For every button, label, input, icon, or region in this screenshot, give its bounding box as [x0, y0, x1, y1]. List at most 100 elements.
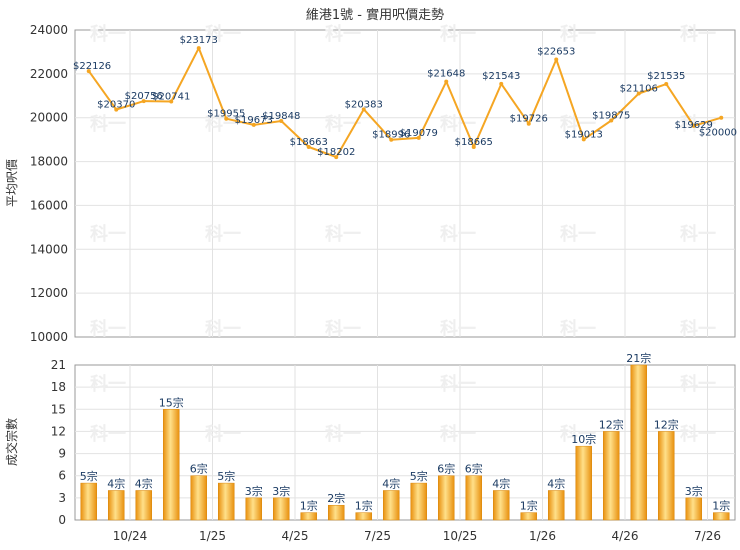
volume-bar-label: 12宗 [654, 417, 679, 431]
price-y-tick-label: 16000 [30, 198, 68, 212]
watermark-text: 科一 [680, 373, 716, 395]
volume-y-tick-label: 21 [51, 358, 66, 372]
volume-bar-label: 15宗 [159, 395, 184, 409]
watermark-text: 科一 [90, 23, 126, 45]
price-point-label: $18202 [317, 147, 355, 158]
volume-y-tick-label: 18 [51, 380, 66, 394]
price-point [664, 82, 669, 87]
watermark-text: 科一 [325, 423, 361, 445]
watermark-text: 科一 [90, 318, 126, 340]
watermark-text: 科一 [205, 318, 241, 340]
price-point-label: $19955 [207, 109, 245, 120]
watermark-text: 科一 [205, 423, 241, 445]
volume-bar-label: 21宗 [626, 351, 651, 365]
volume-bar-label: 1宗 [712, 499, 730, 513]
volume-bar-label: 4宗 [492, 476, 510, 490]
price-point-label: $21106 [620, 83, 658, 94]
volume-y-tick-labels: 0 3 6 9 12 15 18 21 [51, 358, 66, 527]
volume-bar [218, 482, 235, 521]
price-point [636, 91, 641, 96]
volume-bar [630, 364, 647, 521]
volume-bar-label: 4宗 [107, 476, 125, 490]
volume-bar [190, 475, 207, 521]
volume-bar-label: 6宗 [465, 462, 483, 476]
price-point-labels: $22126$20370$20756$20741$23173$19955$196… [73, 35, 737, 158]
price-series [86, 46, 724, 160]
price-point-label: $20000 [699, 128, 737, 139]
price-point [499, 81, 504, 86]
price-point-label: $18996 [372, 130, 410, 141]
price-point-label: $20756 [125, 91, 163, 102]
volume-y-axis-label: 成交宗數 [4, 418, 19, 466]
price-point-label: $19726 [510, 114, 548, 125]
price-point-label: $18665 [455, 137, 493, 148]
watermark-text: 科一 [205, 113, 241, 135]
volume-y-tick-label: 9 [58, 447, 66, 461]
price-line [87, 47, 722, 159]
price-y-tick-label: 12000 [30, 286, 68, 300]
volume-bar-label: 1宗 [520, 499, 538, 513]
price-point-label: $20370 [97, 100, 135, 111]
price-point-label: $19629 [675, 120, 713, 131]
price-point [416, 135, 421, 140]
watermark-text: 科一 [205, 223, 241, 245]
volume-x-tick-label: 10/24 [113, 529, 148, 543]
volume-bar-label: 4宗 [135, 476, 153, 490]
volume-bar [80, 482, 97, 521]
volume-plot-frame [74, 364, 736, 521]
price-point [691, 123, 696, 128]
volume-x-tick-label: 1/25 [199, 529, 226, 543]
price-point-label: $21543 [482, 71, 520, 82]
watermark-text: 科一 [440, 423, 476, 445]
price-point-label: $19079 [400, 128, 438, 139]
price-point [719, 115, 724, 120]
price-point-label: $19875 [592, 110, 630, 121]
volume-bar [713, 512, 730, 521]
volume-x-tick-label: 4/26 [612, 529, 639, 543]
price-point [471, 144, 476, 149]
price-y-tick-labels: 10000 12000 14000 16000 18000 20000 22000 24000 [30, 23, 68, 344]
price-point-label: $20741 [152, 91, 190, 102]
price-point [279, 119, 284, 124]
volume-bar-label: 5宗 [410, 469, 428, 483]
watermark-text: 科一 [440, 223, 476, 245]
watermark-text: 科一 [205, 23, 241, 45]
volume-series [80, 364, 730, 521]
price-point [334, 155, 339, 160]
volume-bar [575, 445, 592, 521]
volume-bar [493, 490, 510, 521]
price-point [224, 116, 229, 121]
price-point-label: $20383 [345, 99, 383, 110]
volume-y-tick-label: 6 [58, 469, 66, 483]
volume-bar [383, 490, 400, 521]
price-point-label: $22126 [73, 61, 111, 72]
volume-bar [685, 497, 702, 521]
watermark-text: 科一 [440, 113, 476, 135]
price-y-tick-label: 18000 [30, 155, 68, 169]
volume-bar [548, 490, 565, 521]
price-point-label: $21648 [427, 69, 465, 80]
volume-x-tick-label: 10/25 [443, 529, 478, 543]
volume-x-tick-label: 4/25 [282, 529, 309, 543]
price-point-label: $22653 [537, 47, 575, 58]
price-point [554, 57, 559, 62]
volume-bar-label: 5宗 [80, 469, 98, 483]
price-y-tick-label: 24000 [30, 23, 68, 37]
watermark-text: 科一 [90, 223, 126, 245]
price-point [444, 79, 449, 84]
price-point [169, 99, 174, 104]
watermark-text: 科一 [325, 223, 361, 245]
price-y-tick-label: 14000 [30, 242, 68, 256]
volume-x-tick-labels: 10/24 1/25 4/25 7/25 10/25 1/26 4/26 7/26 [113, 529, 721, 543]
watermark-text: 科一 [325, 23, 361, 45]
price-point-label: $19673 [235, 115, 273, 126]
price-y-tick-label: 10000 [30, 330, 68, 344]
volume-bar [135, 490, 152, 521]
watermark-text: 科一 [560, 318, 596, 340]
watermark-text: 科一 [560, 23, 596, 45]
watermark-text: 科一 [680, 318, 716, 340]
